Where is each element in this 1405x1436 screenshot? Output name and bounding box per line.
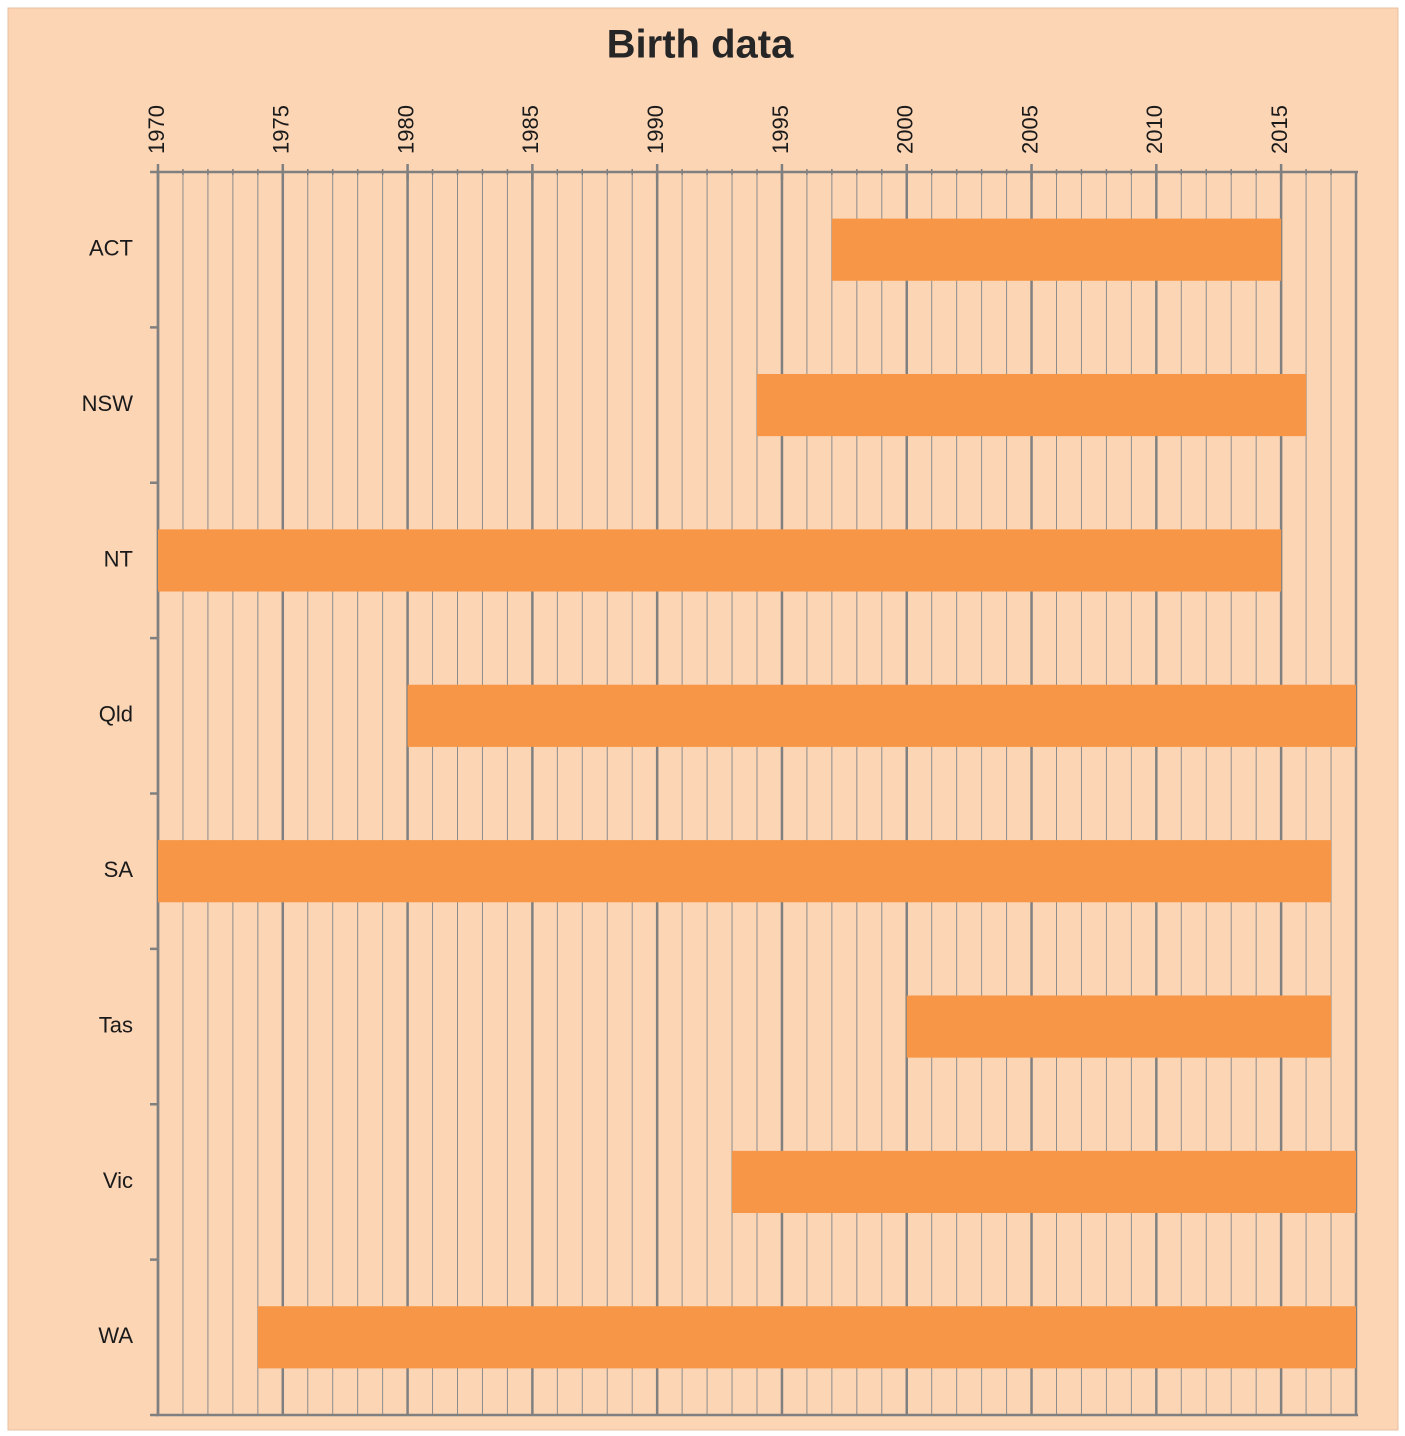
bar [757, 373, 1307, 437]
x-tick-label: 2000 [893, 105, 918, 154]
y-tick-label: Tas [99, 1012, 133, 1037]
y-tick-label: WA [98, 1323, 133, 1348]
chart-title: Birth data [607, 23, 794, 67]
y-tick-label: Qld [99, 702, 133, 727]
x-tick-label: 1980 [393, 105, 418, 154]
x-tick-label: 1975 [269, 105, 294, 154]
bar [831, 218, 1282, 281]
y-tick-label: ACT [89, 236, 133, 261]
bar [158, 529, 1282, 592]
bar [906, 995, 1332, 1058]
y-tick-label: NT [104, 546, 133, 571]
y-tick-label: SA [104, 857, 134, 882]
bar [732, 1150, 1356, 1214]
x-tick-label: 2010 [1142, 105, 1167, 154]
x-tick-label: 1990 [643, 105, 668, 154]
x-tick-label: 1995 [768, 105, 793, 154]
bar [158, 840, 1332, 903]
y-tick-label: Vic [103, 1168, 133, 1193]
x-tick-label: 2015 [1267, 105, 1292, 154]
bar [257, 1306, 1356, 1369]
x-tick-label: 2005 [1017, 105, 1042, 154]
y-tick-label: NSW [82, 391, 134, 416]
x-tick-label: 1985 [518, 105, 543, 154]
bar [407, 684, 1356, 747]
x-tick-label: 1970 [144, 105, 169, 154]
